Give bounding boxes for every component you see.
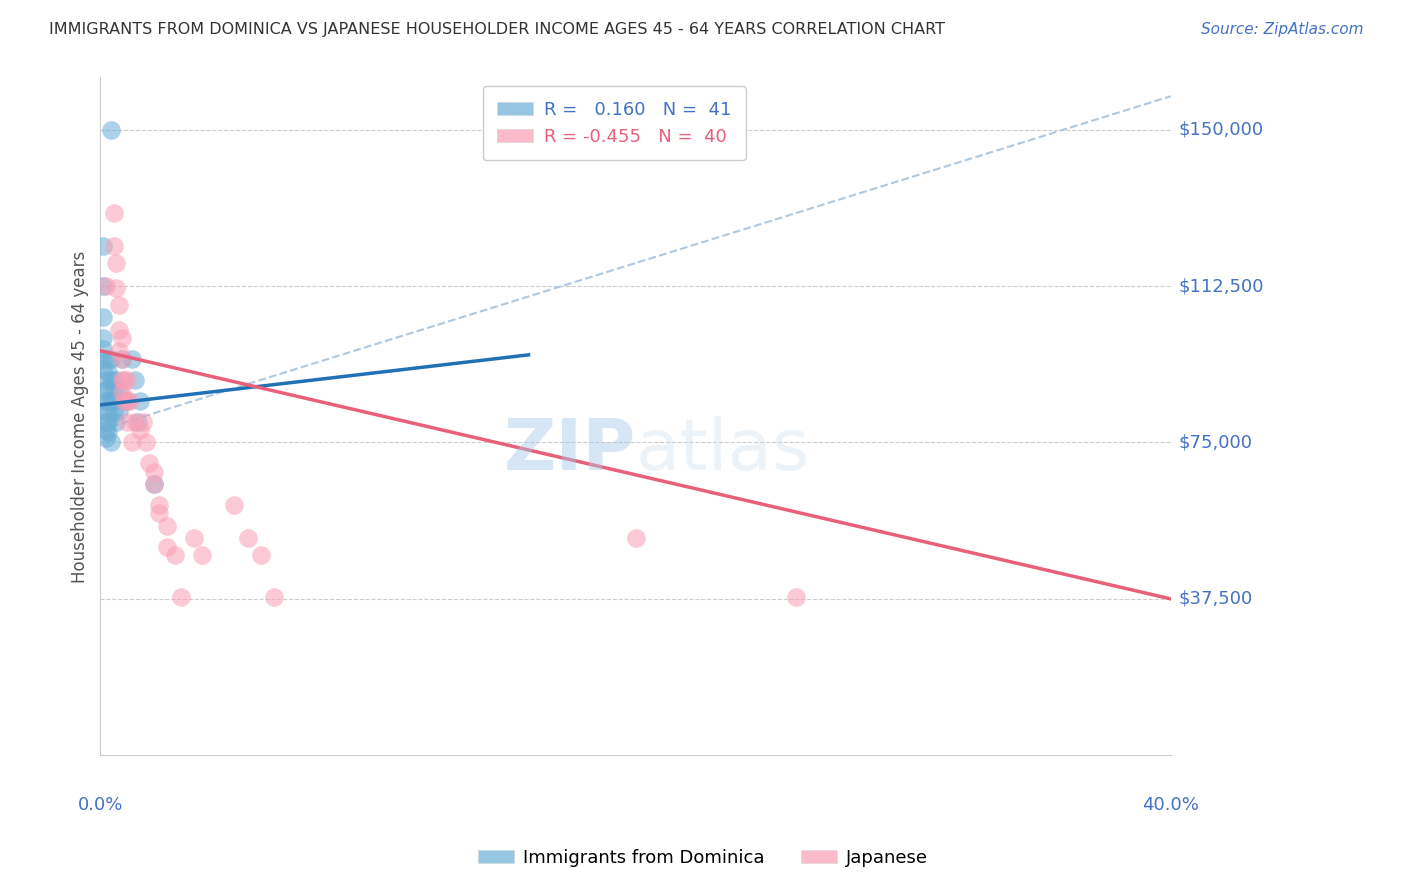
Point	[97, 352, 120, 367]
Point	[111, 352, 134, 367]
Point	[97, 381, 120, 395]
Point	[94, 415, 117, 429]
Point	[103, 393, 125, 408]
Point	[785, 590, 807, 604]
Point	[129, 423, 152, 437]
Text: ZIP: ZIP	[503, 416, 636, 484]
Point	[91, 352, 114, 367]
Text: 40.0%: 40.0%	[1142, 796, 1199, 814]
Text: IMMIGRANTS FROM DOMINICA VS JAPANESE HOUSEHOLDER INCOME AGES 45 - 64 YEARS CORRE: IMMIGRANTS FROM DOMINICA VS JAPANESE HOU…	[49, 22, 945, 37]
Point	[94, 279, 117, 293]
Point	[94, 431, 117, 445]
Point	[108, 323, 131, 337]
Legend: Immigrants from Dominica, Japanese: Immigrants from Dominica, Japanese	[471, 842, 935, 874]
Legend: R =   0.160   N =  41, R = -0.455   N =  40: R = 0.160 N = 41, R = -0.455 N = 40	[482, 87, 745, 161]
Point	[118, 393, 141, 408]
Text: atlas: atlas	[636, 416, 810, 484]
Point	[100, 122, 122, 136]
Point	[91, 362, 114, 376]
Point	[132, 415, 155, 429]
Point	[111, 352, 134, 367]
Point	[183, 532, 205, 546]
Text: $37,500: $37,500	[1178, 590, 1253, 608]
Text: Source: ZipAtlas.com: Source: ZipAtlas.com	[1201, 22, 1364, 37]
Point	[138, 456, 160, 470]
Point	[103, 381, 125, 395]
Point	[114, 373, 136, 387]
Point	[94, 404, 117, 418]
Point	[142, 477, 165, 491]
Point	[108, 343, 131, 358]
Point	[224, 498, 246, 512]
Point	[263, 590, 285, 604]
Point	[624, 532, 647, 546]
Point	[91, 331, 114, 345]
Point	[91, 239, 114, 253]
Point	[105, 373, 128, 387]
Point	[250, 548, 273, 562]
Point	[100, 352, 122, 367]
Point	[148, 507, 170, 521]
Point	[97, 393, 120, 408]
Point	[103, 206, 125, 220]
Point	[97, 406, 120, 420]
Point	[191, 548, 214, 562]
Point	[124, 415, 146, 429]
Point	[142, 465, 165, 479]
Point	[115, 415, 138, 429]
Point	[105, 281, 128, 295]
Point	[127, 415, 149, 429]
Point	[91, 342, 114, 356]
Point	[121, 435, 143, 450]
Point	[105, 415, 128, 429]
Point	[169, 590, 191, 604]
Point	[94, 423, 117, 437]
Text: $150,000: $150,000	[1178, 120, 1264, 138]
Point	[91, 279, 114, 293]
Point	[115, 393, 138, 408]
Point	[115, 373, 138, 387]
Point	[111, 331, 134, 345]
Point	[156, 519, 179, 533]
Point	[100, 373, 122, 387]
Y-axis label: Householder Income Ages 45 - 64 years: Householder Income Ages 45 - 64 years	[72, 251, 89, 582]
Text: $112,500: $112,500	[1178, 277, 1264, 295]
Point	[103, 406, 125, 420]
Point	[94, 384, 117, 398]
Point	[97, 415, 120, 429]
Point	[121, 352, 143, 367]
Point	[94, 373, 117, 387]
Point	[108, 404, 131, 418]
Point	[111, 373, 134, 387]
Point	[103, 239, 125, 253]
Point	[124, 373, 146, 387]
Point	[115, 393, 138, 408]
Point	[94, 393, 117, 408]
Point	[114, 393, 136, 408]
Point	[108, 298, 131, 312]
Point	[108, 384, 131, 398]
Point	[114, 393, 136, 408]
Point	[236, 532, 259, 546]
Point	[91, 310, 114, 325]
Point	[97, 425, 120, 439]
Point	[156, 540, 179, 554]
Point	[97, 365, 120, 379]
Point	[111, 385, 134, 400]
Point	[129, 393, 152, 408]
Point	[165, 548, 187, 562]
Point	[100, 435, 122, 450]
Point	[100, 393, 122, 408]
Text: $75,000: $75,000	[1178, 434, 1253, 451]
Point	[142, 477, 165, 491]
Point	[135, 435, 157, 450]
Point	[148, 498, 170, 512]
Point	[105, 256, 128, 270]
Text: 0.0%: 0.0%	[77, 796, 124, 814]
